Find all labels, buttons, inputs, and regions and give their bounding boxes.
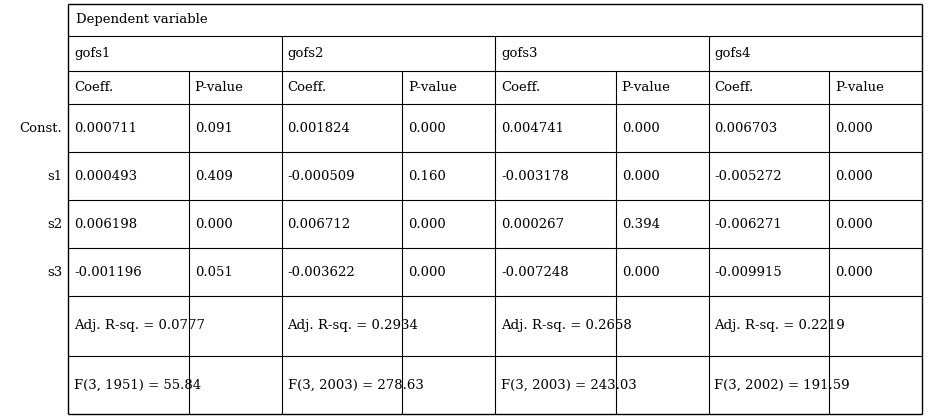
Text: -0.006271: -0.006271 — [714, 217, 783, 230]
Text: 0.000: 0.000 — [835, 217, 873, 230]
Text: F(3, 1951) = 55.84: F(3, 1951) = 55.84 — [74, 379, 201, 392]
Text: Adj. R-sq. = 0.2934: Adj. R-sq. = 0.2934 — [287, 319, 418, 332]
Text: s3: s3 — [47, 265, 62, 278]
Text: 0.000: 0.000 — [835, 122, 873, 135]
Text: 0.091: 0.091 — [194, 122, 233, 135]
Text: F(3, 2002) = 191.59: F(3, 2002) = 191.59 — [714, 379, 850, 392]
Text: 0.004741: 0.004741 — [501, 122, 564, 135]
Text: Dependent variable: Dependent variable — [76, 13, 208, 26]
Text: P-value: P-value — [622, 81, 670, 94]
Text: 0.000: 0.000 — [622, 265, 659, 278]
Text: Adj. R-sq. = 0.0777: Adj. R-sq. = 0.0777 — [74, 319, 205, 332]
Text: P-value: P-value — [194, 81, 243, 94]
Text: Coeff.: Coeff. — [501, 81, 540, 94]
Text: 0.000: 0.000 — [194, 217, 233, 230]
Text: Adj. R-sq. = 0.2658: Adj. R-sq. = 0.2658 — [501, 319, 632, 332]
Text: Const.: Const. — [20, 122, 62, 135]
Text: Adj. R-sq. = 0.2219: Adj. R-sq. = 0.2219 — [714, 319, 845, 332]
Text: 0.000: 0.000 — [622, 122, 659, 135]
Text: 0.000: 0.000 — [408, 265, 446, 278]
Text: 0.000: 0.000 — [408, 122, 446, 135]
Text: -0.000509: -0.000509 — [287, 170, 355, 183]
Text: 0.006703: 0.006703 — [714, 122, 778, 135]
Text: 0.000: 0.000 — [835, 265, 873, 278]
Text: 0.006198: 0.006198 — [74, 217, 137, 230]
Text: 0.394: 0.394 — [622, 217, 659, 230]
Text: Coeff.: Coeff. — [74, 81, 113, 94]
Text: P-value: P-value — [835, 81, 884, 94]
Text: 0.000267: 0.000267 — [501, 217, 564, 230]
Text: 0.006712: 0.006712 — [287, 217, 351, 230]
Text: gofs1: gofs1 — [74, 47, 110, 60]
Text: -0.007248: -0.007248 — [501, 265, 568, 278]
Text: 0.409: 0.409 — [194, 170, 233, 183]
Text: Coeff.: Coeff. — [287, 81, 326, 94]
Text: 0.000: 0.000 — [622, 170, 659, 183]
Text: -0.003178: -0.003178 — [501, 170, 568, 183]
Text: F(3, 2003) = 243.03: F(3, 2003) = 243.03 — [501, 379, 637, 392]
Text: -0.009915: -0.009915 — [714, 265, 783, 278]
Text: s2: s2 — [47, 217, 62, 230]
Text: 0.000493: 0.000493 — [74, 170, 137, 183]
Text: -0.005272: -0.005272 — [714, 170, 782, 183]
Text: F(3, 2003) = 278.63: F(3, 2003) = 278.63 — [287, 379, 424, 392]
Text: gofs2: gofs2 — [287, 47, 324, 60]
Text: 0.000: 0.000 — [408, 217, 446, 230]
Text: Coeff.: Coeff. — [714, 81, 754, 94]
Text: gofs3: gofs3 — [501, 47, 538, 60]
Text: 0.051: 0.051 — [194, 265, 233, 278]
Text: gofs4: gofs4 — [714, 47, 751, 60]
Text: 0.000: 0.000 — [835, 170, 873, 183]
Text: -0.001196: -0.001196 — [74, 265, 142, 278]
Text: P-value: P-value — [408, 81, 457, 94]
Text: s1: s1 — [47, 170, 62, 183]
Text: 0.000711: 0.000711 — [74, 122, 137, 135]
Text: -0.003622: -0.003622 — [287, 265, 355, 278]
Text: 0.160: 0.160 — [408, 170, 446, 183]
Text: 0.001824: 0.001824 — [287, 122, 351, 135]
